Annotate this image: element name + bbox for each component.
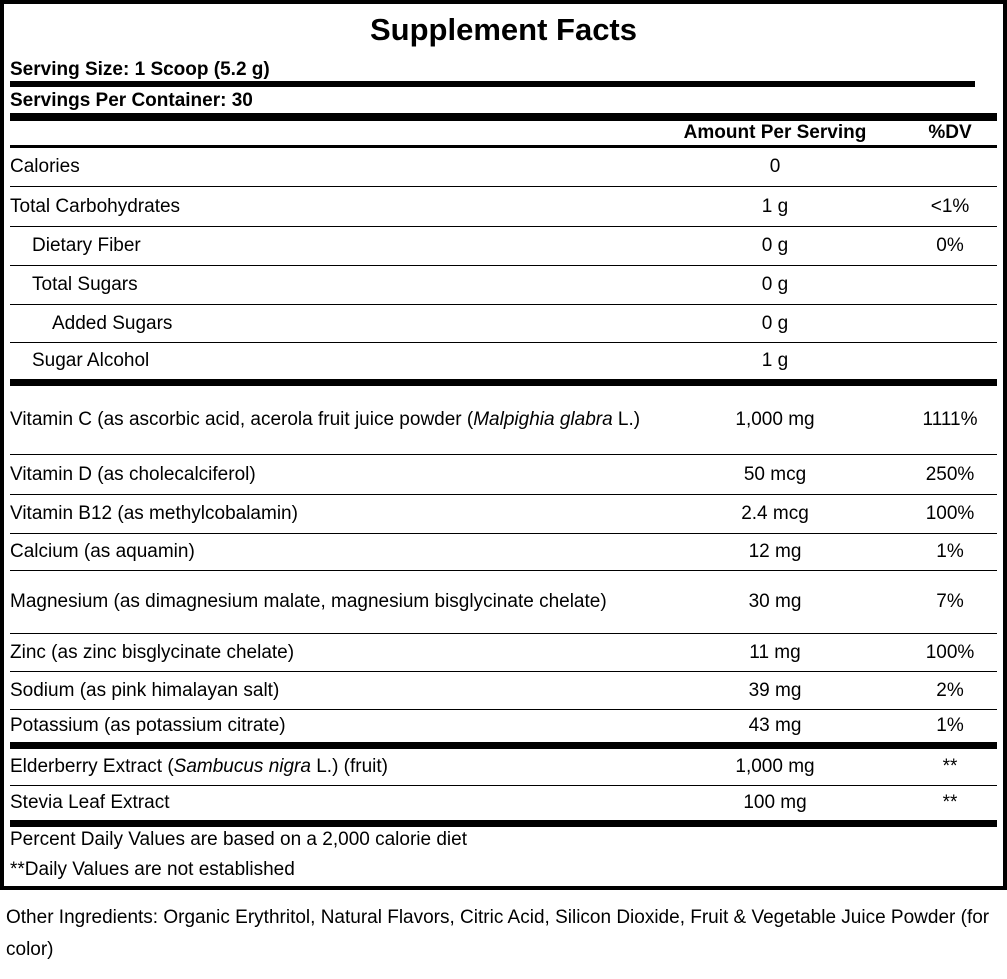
nutrient-dv: ** — [942, 792, 958, 813]
nutrient-row: Vitamin B12 (as methylcobalamin) 2.4 mcg… — [4, 495, 1003, 533]
nutrient-amount: 11 mg — [749, 641, 801, 663]
nutrient-dv: 1111% — [922, 409, 978, 430]
panel-title: Supplement Facts — [370, 12, 637, 47]
nutrient-amount: 43 mg — [748, 715, 802, 736]
amount-column-header: Amount Per Serving — [683, 122, 867, 143]
supplement-facts-panel: Supplement Facts Serving Size: 1 Scoop (… — [0, 0, 1007, 890]
nutrient-row: Calories 0 — [4, 148, 1003, 186]
divider-thick — [10, 820, 997, 827]
nutrient-row: Vitamin D (as cholecalciferol) 50 mcg 25… — [4, 455, 1003, 494]
row-divider — [10, 265, 997, 266]
row-divider — [10, 454, 997, 455]
row-divider — [10, 342, 997, 343]
row-divider — [10, 570, 997, 571]
nutrient-amount: 1,000 mg — [735, 756, 815, 777]
nutrient-dv: <1% — [930, 195, 970, 217]
nutrient-dv: 250% — [925, 463, 975, 485]
nutrient-name: Dietary Fiber — [32, 235, 141, 256]
nutrient-row: Stevia Leaf Extract 100 mg ** — [4, 786, 1003, 820]
divider-thick — [10, 81, 975, 87]
column-header: Amount Per Serving %DV — [4, 121, 1003, 145]
nutrient-name: Total Sugars — [32, 274, 138, 295]
nutrient-name: Calories — [10, 156, 80, 177]
nutrient-amount: 100 mg — [743, 792, 807, 813]
nutrient-row: Zinc (as zinc bisglycinate chelate) 11 m… — [4, 634, 1003, 671]
nutrient-amount: 30 mg — [748, 591, 802, 612]
row-divider — [10, 671, 997, 672]
nutrient-row: Potassium (as potassium citrate) 43 mg 1… — [4, 710, 1003, 742]
row-divider — [10, 533, 997, 534]
nutrient-amount: 0 g — [761, 235, 789, 256]
nutrient-amount: 1 g — [761, 350, 789, 371]
nutrient-name: Sodium (as pink himalayan salt) — [10, 679, 280, 701]
nutrient-amount: 50 mcg — [743, 463, 807, 485]
nutrient-row: Calcium (as aquamin) 12 mg 1% — [4, 534, 1003, 570]
nutrient-amount: 12 mg — [748, 541, 802, 562]
footnote-daily-values: Percent Daily Values are based on a 2,00… — [10, 829, 467, 850]
nutrient-amount: 1,000 mg — [735, 409, 815, 430]
divider-thick — [10, 742, 997, 749]
nutrient-name: Vitamin C (as ascorbic acid, acerola fru… — [10, 409, 641, 430]
nutrient-amount: 0 g — [761, 312, 789, 334]
nutrient-row: Sugar Alcohol 1 g — [4, 343, 1003, 379]
nutrient-amount: 2.4 mcg — [741, 503, 809, 524]
nutrient-row: Elderberry Extract (Sambucus nigra L.) (… — [4, 749, 1003, 785]
row-divider — [10, 709, 997, 710]
dv-column-header: %DV — [928, 122, 972, 143]
nutrient-amount: 39 mg — [748, 679, 802, 701]
nutrient-name: Calcium (as aquamin) — [10, 541, 195, 562]
nutrient-name: Elderberry Extract (Sambucus nigra L.) (… — [10, 756, 389, 777]
serving-size: Serving Size: 1 Scoop (5.2 g) — [10, 59, 270, 80]
nutrient-name: Added Sugars — [52, 312, 173, 334]
nutrient-name: Stevia Leaf Extract — [10, 792, 170, 813]
row-divider — [10, 226, 997, 227]
nutrient-dv: ** — [942, 756, 958, 777]
row-divider — [10, 186, 997, 187]
nutrient-row: Magnesium (as dimagnesium malate, magnes… — [4, 571, 1003, 633]
nutrient-dv: 100% — [925, 503, 975, 524]
nutrient-row: Total Carbohydrates 1 g <1% — [4, 187, 1003, 226]
nutrient-dv: 1% — [936, 715, 964, 736]
row-divider — [10, 633, 997, 634]
nutrient-dv: 1% — [936, 541, 964, 562]
nutrient-name: Zinc (as zinc bisglycinate chelate) — [10, 641, 295, 663]
nutrient-row: Added Sugars 0 g — [4, 305, 1003, 342]
nutrient-name: Sugar Alcohol — [32, 350, 150, 371]
row-divider — [10, 494, 997, 495]
nutrient-dv: 2% — [936, 679, 964, 701]
nutrient-row: Total Sugars 0 g — [4, 266, 1003, 304]
nutrient-amount: 1 g — [761, 195, 789, 217]
nutrient-dv: 100% — [925, 641, 975, 663]
nutrient-row: Vitamin C (as ascorbic acid, acerola fru… — [4, 386, 1003, 454]
row-divider — [10, 785, 997, 786]
divider-medium — [10, 145, 997, 148]
servings-per-container: Servings Per Container: 30 — [10, 90, 253, 111]
footnote-not-established: **Daily Values are not established — [10, 859, 295, 880]
nutrient-name: Total Carbohydrates — [10, 195, 181, 217]
nutrient-name: Vitamin B12 (as methylcobalamin) — [10, 503, 298, 524]
nutrient-dv: 7% — [936, 591, 964, 612]
nutrient-row: Sodium (as pink himalayan salt) 39 mg 2% — [4, 672, 1003, 709]
other-ingredients: Other Ingredients: Organic Erythritol, N… — [6, 907, 990, 960]
nutrient-amount: 0 g — [761, 274, 789, 295]
nutrient-name: Vitamin D (as cholecalciferol) — [10, 463, 256, 485]
nutrient-amount: 0 — [769, 156, 781, 177]
row-divider — [10, 304, 997, 305]
nutrient-dv: 0% — [936, 235, 964, 256]
nutrient-row: Dietary Fiber 0 g 0% — [4, 227, 1003, 265]
divider-thick — [10, 379, 997, 386]
nutrient-name: Magnesium (as dimagnesium malate, magnes… — [10, 591, 607, 612]
nutrient-name: Potassium (as potassium citrate) — [10, 715, 286, 736]
divider-thick — [10, 113, 997, 121]
